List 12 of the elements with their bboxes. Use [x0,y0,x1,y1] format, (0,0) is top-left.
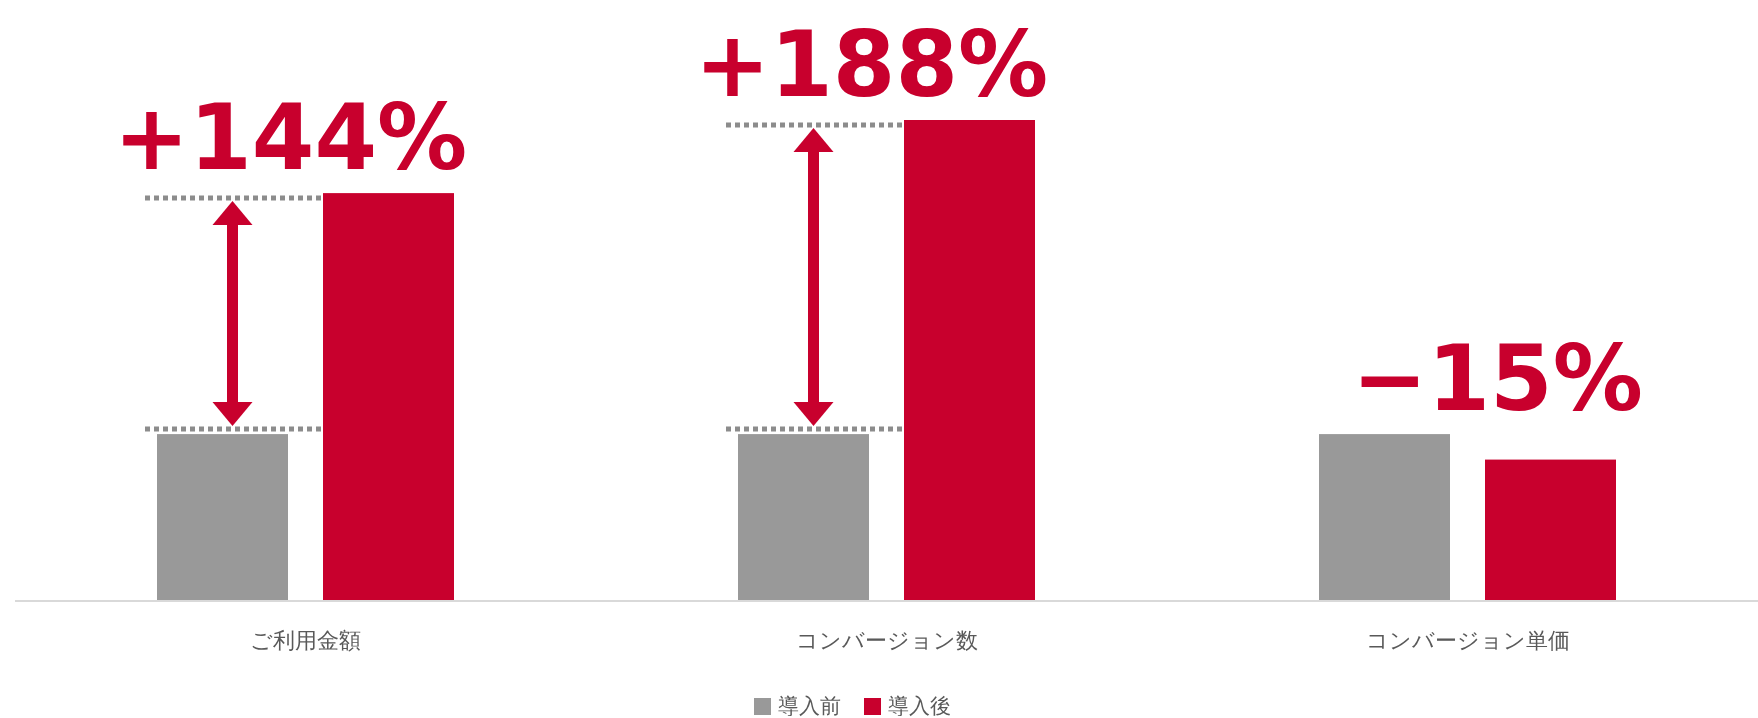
bar [904,120,1035,601]
legend-label: 導入前 [778,694,841,718]
legend-label: 導入後 [888,694,951,718]
bar [1319,434,1450,601]
annotation: −15% [1352,326,1643,432]
bar [323,193,454,601]
bar [1485,459,1616,601]
x-tick-label: コンバージョン単価 [1365,628,1570,653]
x-tick-label: ご利用金額 [250,628,361,653]
x-tick-label: コンバージョン数 [795,628,978,653]
text: +188% [694,12,1049,117]
annotation: +144% [113,85,468,191]
